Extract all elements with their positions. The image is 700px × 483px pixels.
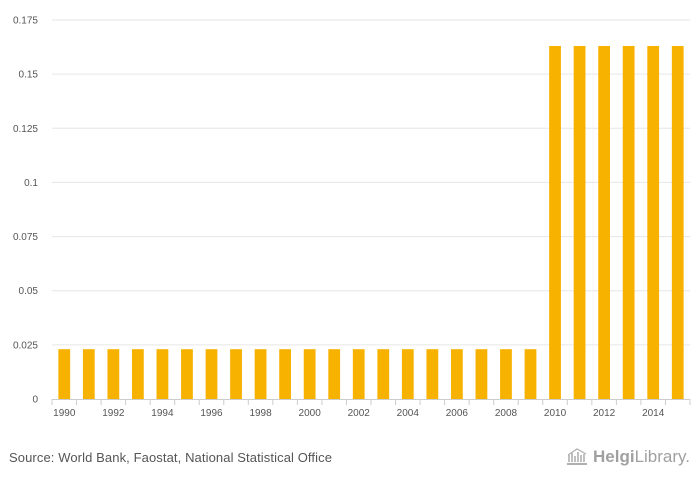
y-tick-label: 0.125	[13, 124, 38, 135]
gridlines	[52, 19, 690, 346]
bar	[279, 349, 292, 399]
x-tick-label: 1990	[53, 408, 76, 419]
x-axis	[51, 399, 691, 405]
bar	[377, 349, 390, 399]
x-tick-label: 2012	[593, 408, 616, 419]
y-tick-label: 0.175	[13, 16, 38, 27]
bar	[254, 349, 267, 399]
bar	[500, 349, 512, 399]
bar	[328, 349, 341, 399]
bar	[426, 349, 439, 399]
bar	[181, 349, 193, 399]
x-tick-label: 2004	[397, 408, 420, 419]
brand-name-part1: Helgi	[593, 447, 635, 466]
y-tick-label: 0.1	[24, 178, 38, 189]
bar	[352, 349, 365, 399]
x-tick-label: 1994	[151, 408, 174, 419]
bar	[622, 45, 635, 399]
bar	[107, 349, 120, 399]
x-tick-label: 1992	[102, 408, 125, 419]
x-tick-label: 2014	[642, 408, 665, 419]
bar	[475, 349, 488, 399]
y-tick-label: 0.025	[13, 340, 38, 351]
y-tick-label: 0	[32, 395, 38, 406]
x-tick-label: 2008	[495, 408, 518, 419]
bar	[156, 349, 169, 399]
bar	[573, 45, 586, 399]
bar	[303, 349, 316, 399]
y-tick-label: 0.15	[19, 70, 39, 81]
x-tick-label: 1996	[200, 408, 223, 419]
bar	[598, 45, 611, 399]
bar	[230, 349, 242, 399]
bar	[549, 45, 561, 399]
bar	[647, 45, 660, 399]
bar	[401, 349, 414, 399]
brand-name-part2: Library.	[634, 447, 690, 466]
x-tick-label: 2006	[446, 408, 469, 419]
bar-series	[58, 45, 684, 399]
helgi-library-logo: Helgi Library.	[565, 447, 690, 467]
bar	[671, 45, 684, 399]
x-axis-ticks: 1990 1992 1994 1996 1998 2000 2002 2004 2006 2008…	[53, 408, 665, 419]
y-tick-label: 0.075	[13, 232, 38, 243]
y-axis-ticks: 0 0.025 0.05 0.075 0.1 0.125 0.15 0.175	[13, 16, 38, 406]
x-tick-label: 2010	[544, 408, 567, 419]
source-note: Source: World Bank, Faostat, National St…	[9, 450, 333, 465]
bar	[131, 349, 144, 399]
x-tick-label: 2000	[299, 408, 322, 419]
bar	[58, 349, 71, 399]
y-tick-label: 0.05	[19, 286, 39, 297]
bar	[82, 349, 95, 399]
bar	[524, 349, 537, 399]
x-tick-label: 1998	[249, 408, 272, 419]
library-building-icon	[567, 448, 587, 465]
bar	[450, 349, 463, 399]
x-tick-label: 2002	[348, 408, 371, 419]
bar	[205, 349, 218, 399]
